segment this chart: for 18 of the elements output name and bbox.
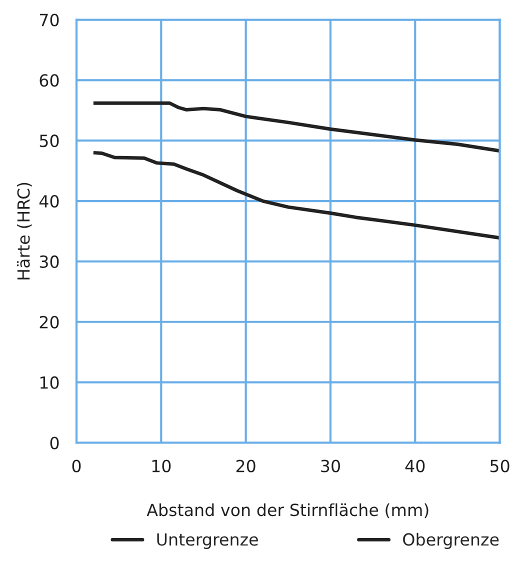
y-tick-label: 30 [40, 255, 59, 268]
y-tick-label: 40 [39, 194, 59, 208]
y-axis-title: Härte (HRC) [16, 182, 32, 280]
legend-label: Untergrenze [157, 533, 258, 549]
x-tick-label: 30 [321, 460, 340, 472]
legend-label: Obergrenze [403, 532, 499, 549]
x-tick-label: 50 [490, 460, 510, 472]
x-tick-label: 0 [72, 460, 81, 472]
y-tick-label: 20 [40, 316, 59, 328]
y-tick-label: 70 [40, 14, 59, 26]
x-axis-title: Abstand von der Stirnfläche (mm) [146, 503, 428, 518]
y-tick-label: 60 [40, 74, 59, 87]
x-tick-label: 20 [236, 460, 256, 472]
x-tick-label: 10 [152, 460, 171, 472]
y-tick-label: 0 [50, 436, 59, 450]
x-tick-label: 40 [405, 460, 425, 472]
y-tick-label: 50 [40, 134, 59, 148]
y-tick-label: 10 [40, 376, 59, 389]
